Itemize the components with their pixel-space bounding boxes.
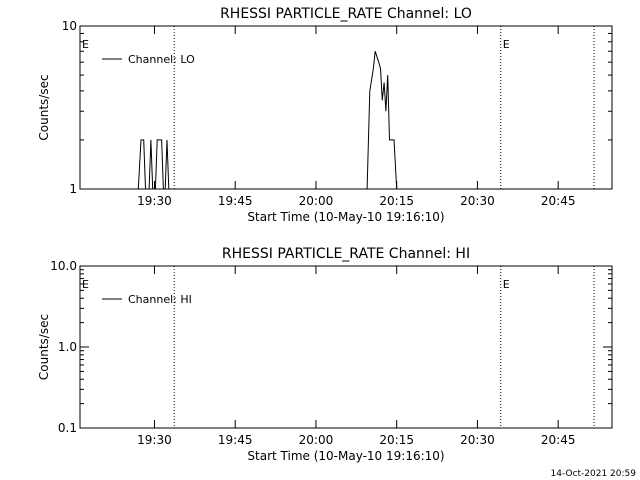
plot-frame	[79, 265, 613, 429]
x-tick-label: 20:45	[541, 433, 576, 447]
y-tick-label: 10.0	[50, 259, 77, 273]
legend-label: Channel: LO	[128, 53, 195, 66]
x-tick-label: 19:30	[137, 194, 172, 208]
x-tick-label: 20:00	[299, 194, 334, 208]
x-tick-label: 19:30	[137, 433, 172, 447]
timestamp-label: 14-Oct-2021 20:59	[551, 469, 637, 479]
x-tick-label: 20:30	[460, 194, 495, 208]
event-marker: E	[82, 278, 89, 291]
x-tick-label: 20:15	[379, 433, 414, 447]
x-tick-label: 20:15	[379, 194, 414, 208]
y-tick-label: 10	[62, 19, 77, 33]
y-tick-label: 0.1	[58, 421, 77, 435]
x-tick-label: 20:45	[541, 194, 576, 208]
chart-title: RHESSI PARTICLE_RATE Channel: HI	[222, 246, 470, 262]
x-axis-label: Start Time (10-May-10 19:16:10)	[247, 449, 444, 463]
event-marker: E	[503, 278, 510, 291]
y-axis-label: Counts/sec	[37, 314, 51, 380]
x-axis-label: Start Time (10-May-10 19:16:10)	[247, 210, 444, 224]
y-tick-label: 1.0	[58, 340, 77, 354]
x-tick-label: 20:30	[460, 433, 495, 447]
plot-frame	[79, 25, 613, 190]
event-marker: E	[503, 38, 510, 51]
y-tick-label: 1	[69, 182, 77, 196]
event-marker: E	[82, 38, 89, 51]
y-axis-label: Counts/sec	[37, 74, 51, 140]
x-tick-label: 20:00	[299, 433, 334, 447]
x-tick-label: 19:45	[218, 194, 253, 208]
chart-title: RHESSI PARTICLE_RATE Channel: LO	[220, 6, 472, 22]
series-line	[137, 51, 398, 190]
x-tick-label: 19:45	[218, 433, 253, 447]
legend-label: Channel: HI	[128, 293, 192, 306]
